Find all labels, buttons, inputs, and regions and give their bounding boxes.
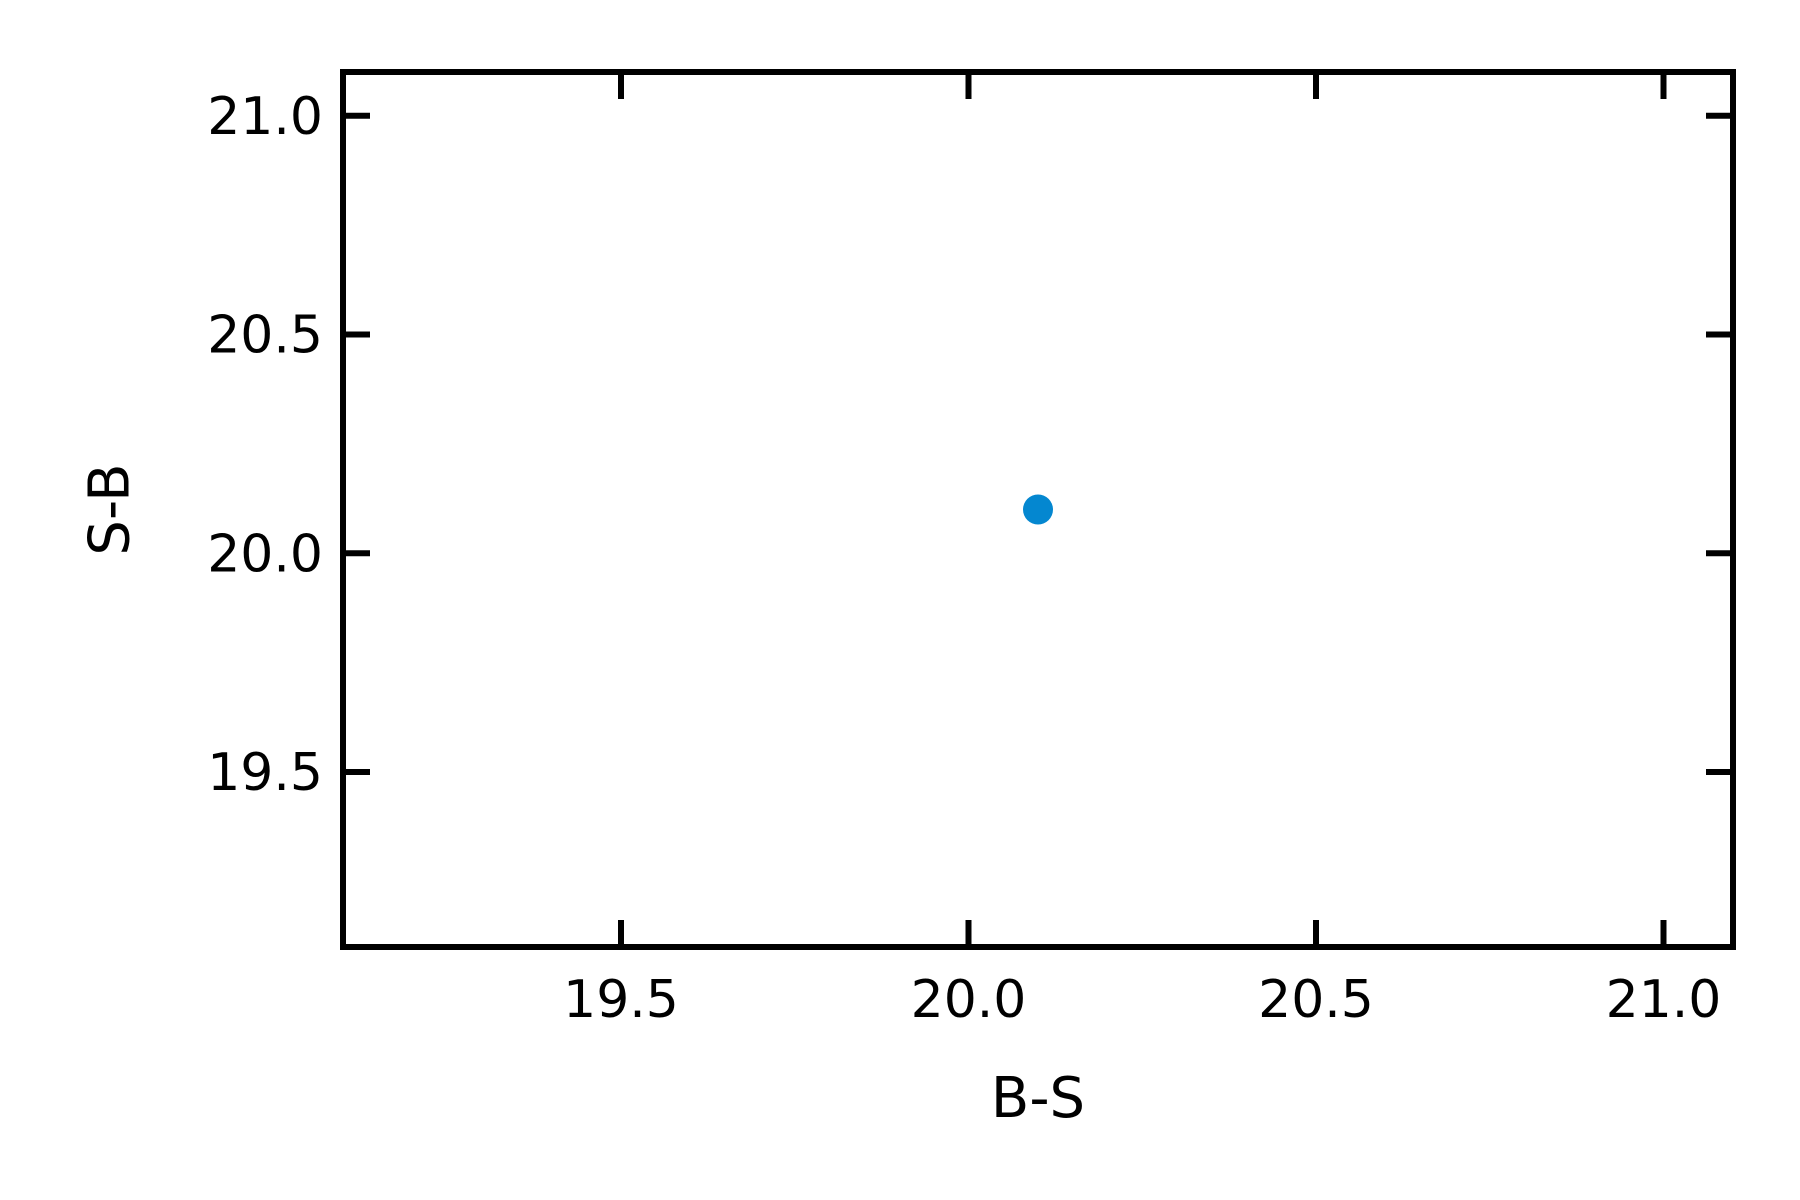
y-tick-label: 20.0: [207, 524, 323, 584]
y-axis-label: S-B: [78, 463, 143, 555]
y-tick-label: 20.5: [207, 306, 323, 366]
axis-ticks: 19.5 20.0 20.5 21.0 19.5 20.0 20.5 21.0: [207, 72, 1733, 1030]
y-tick-label: 21.0: [207, 87, 323, 147]
y-tick-label: 19.5: [207, 743, 323, 803]
plot-frame: [340, 69, 1736, 950]
x-axis-label: B-S: [991, 1066, 1085, 1131]
x-tick-label: 21.0: [1606, 970, 1722, 1030]
data-point: [1023, 494, 1053, 525]
x-tick-label: 19.5: [563, 970, 679, 1030]
x-tick-label: 20.0: [911, 970, 1027, 1030]
data-points: [1023, 494, 1053, 525]
x-tick-label: 20.5: [1258, 970, 1374, 1030]
